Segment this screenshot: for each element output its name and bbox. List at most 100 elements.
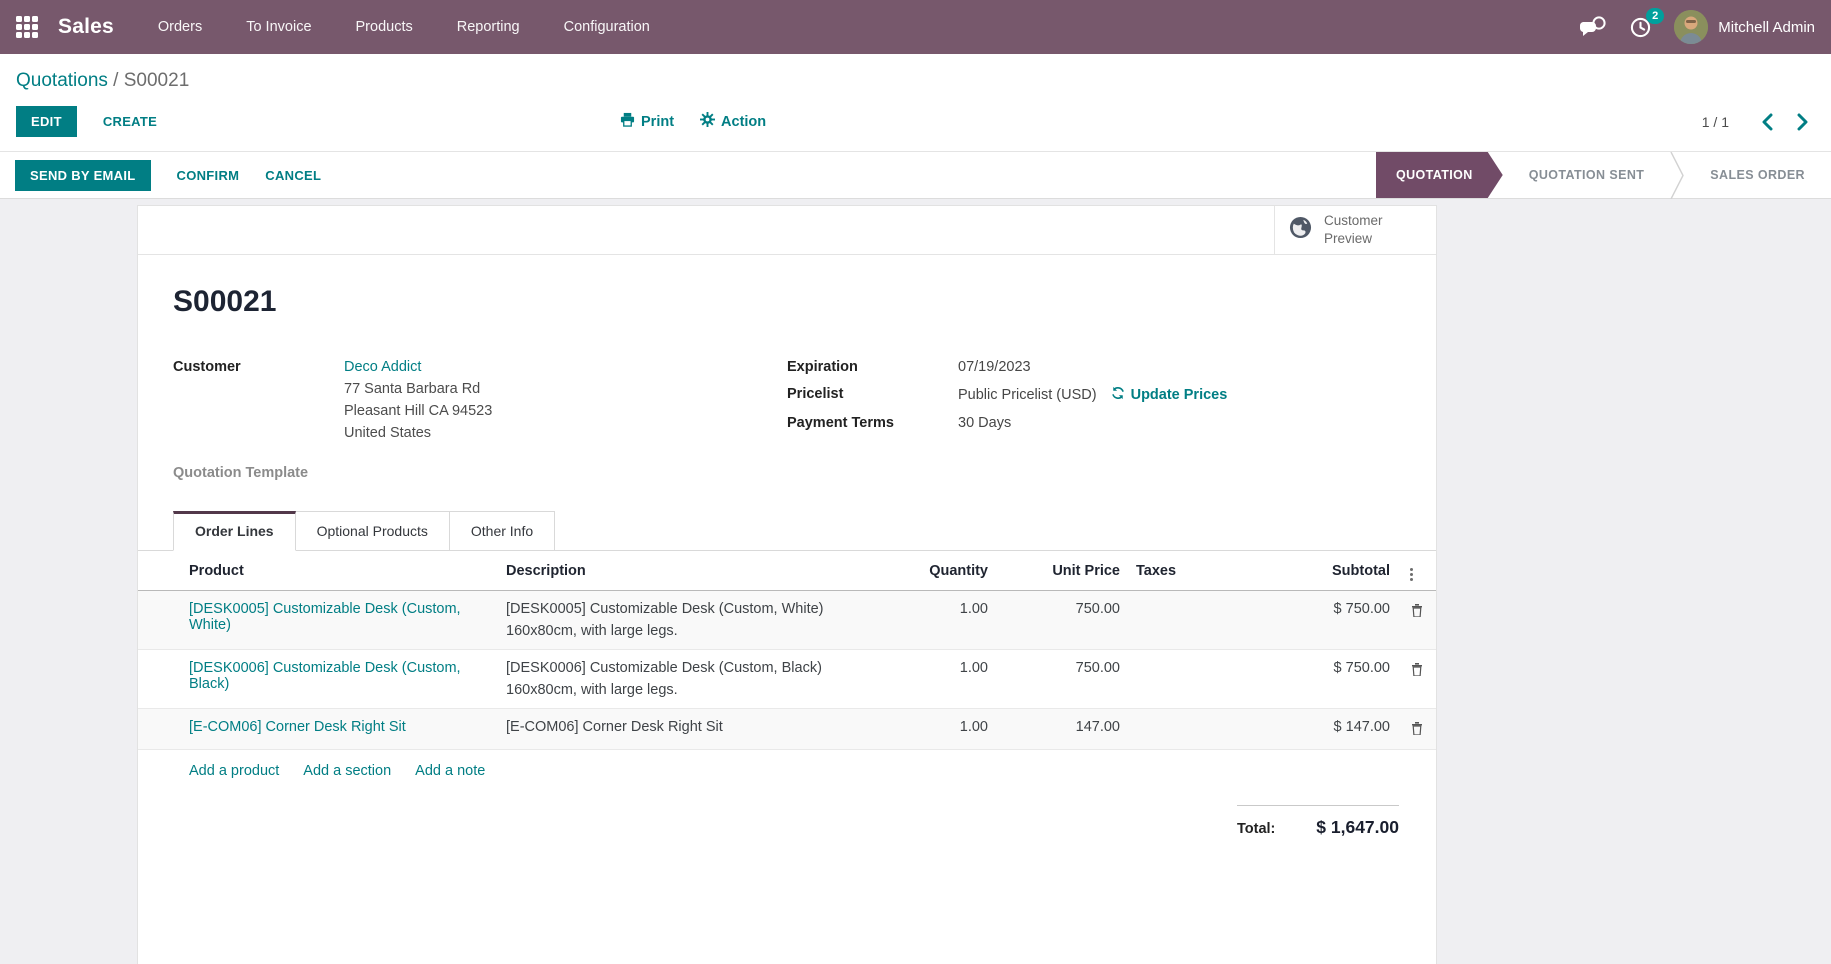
table-header-row: Product Description Quantity Unit Price …	[138, 551, 1436, 591]
payment-terms-label: Payment Terms	[787, 415, 894, 431]
page-title: S00021	[173, 285, 277, 318]
menu-to-invoice[interactable]: To Invoice	[246, 19, 312, 35]
product-link[interactable]: [DESK0005] Customizable Desk (Custom, Wh…	[189, 601, 461, 633]
expiration-value[interactable]: 07/19/2023	[958, 359, 1031, 375]
subtotal-cell: $ 147.00	[1333, 719, 1390, 735]
activities-icon[interactable]: 2	[1629, 7, 1665, 39]
quantity-cell: 1.00	[959, 601, 988, 617]
product-link[interactable]: [E-COM06] Corner Desk Right Sit	[189, 719, 406, 735]
taxes-cell	[1128, 709, 1240, 750]
menu-orders[interactable]: Orders	[157, 19, 203, 35]
customer-preview-button[interactable]: Customer Preview	[1274, 206, 1436, 254]
pager-prev-icon[interactable]	[1761, 113, 1773, 131]
trash-icon[interactable]	[1411, 721, 1423, 739]
menu-reporting[interactable]: Reporting	[456, 19, 520, 35]
menu-products[interactable]: Products	[355, 19, 413, 35]
action-button[interactable]: Action	[700, 112, 766, 131]
quotation-template-label[interactable]: Quotation Template	[173, 465, 309, 481]
form-top-strip: Customer Preview	[138, 206, 1436, 255]
address-line-1: 77 Santa Barbara Rd	[344, 381, 481, 397]
order-lines-table: Product Description Quantity Unit Price …	[138, 551, 1436, 750]
confirm-button[interactable]: CONFIRM	[176, 167, 240, 183]
col-unit-price[interactable]: Unit Price	[996, 551, 1128, 591]
main-menu: Orders To Invoice Products Reporting Con…	[158, 19, 650, 35]
gear-icon	[700, 112, 716, 131]
trash-icon[interactable]	[1411, 662, 1423, 680]
stage-sales-order[interactable]: SALES ORDER	[1710, 168, 1805, 182]
messages-icon[interactable]	[1580, 15, 1607, 39]
quotation-form-card: Customer Preview S00021 Customer Deco Ad…	[137, 205, 1437, 964]
refresh-icon	[1111, 386, 1125, 404]
breadcrumb-quotations-link[interactable]: Quotations	[16, 70, 108, 91]
line-add-links: Add a product Add a section Add a note	[173, 750, 1401, 779]
status-bar: SEND BY EMAIL CONFIRM CANCEL QUOTATION Q…	[0, 151, 1831, 199]
description-line1: [DESK0006] Customizable Desk (Custom, Bl…	[506, 660, 822, 676]
customer-link[interactable]: Deco Addict	[344, 359, 422, 375]
expiration-label: Expiration	[787, 359, 858, 375]
pager: 1 / 1	[1702, 113, 1815, 131]
printer-icon	[620, 112, 635, 131]
menu-configuration[interactable]: Configuration	[563, 19, 650, 35]
subtotal-cell: $ 750.00	[1333, 660, 1390, 676]
print-label: Print	[641, 113, 675, 130]
tab-order-lines[interactable]: Order Lines	[173, 511, 296, 551]
create-button[interactable]: CREATE	[102, 114, 158, 129]
notebook-tabs: Order Lines Optional Products Other Info	[138, 511, 1436, 551]
unit-price-cell: 750.00	[1075, 601, 1120, 617]
customer-label: Customer	[173, 359, 241, 375]
quantity-cell: 1.00	[959, 719, 988, 735]
trash-icon[interactable]	[1411, 603, 1423, 621]
col-quantity[interactable]: Quantity	[904, 551, 996, 591]
table-row[interactable]: [E-COM06] Corner Desk Right Sit [E-COM06…	[138, 708, 1436, 750]
col-options	[1398, 551, 1436, 591]
taxes-cell	[1128, 650, 1240, 709]
pager-count: 1 / 1	[1701, 113, 1729, 130]
user-name: Mitchell Admin	[1718, 18, 1815, 36]
description-line1: [E-COM06] Corner Desk Right Sit	[506, 719, 723, 735]
address-line-3: United States	[344, 425, 432, 441]
subtotal-cell: $ 750.00	[1333, 601, 1390, 617]
update-prices-button[interactable]: Update Prices	[1111, 386, 1228, 404]
col-taxes[interactable]: Taxes	[1128, 551, 1240, 591]
tab-optional-products[interactable]: Optional Products	[295, 511, 450, 550]
pricelist-value[interactable]: Public Pricelist (USD)	[958, 387, 1097, 403]
unit-price-cell: 750.00	[1075, 660, 1120, 676]
add-a-note-link[interactable]: Add a note	[415, 763, 486, 779]
col-subtotal[interactable]: Subtotal	[1240, 551, 1398, 591]
edit-button[interactable]: EDIT	[16, 106, 77, 137]
customer-preview-label: Customer Preview	[1324, 212, 1383, 246]
apps-grid-icon[interactable]	[16, 16, 38, 38]
breadcrumb-separator: /	[107, 70, 124, 91]
activity-count-badge: 2	[1646, 7, 1665, 24]
tab-other-info[interactable]: Other Info	[449, 511, 556, 550]
print-button[interactable]: Print	[620, 112, 674, 131]
total-value: $ 1,647.00	[1316, 817, 1399, 837]
description-line2: 160x80cm, with large legs.	[506, 682, 678, 698]
col-product[interactable]: Product	[138, 551, 498, 591]
table-row[interactable]: [DESK0005] Customizable Desk (Custom, Wh…	[138, 590, 1436, 650]
product-link[interactable]: [DESK0006] Customizable Desk (Custom, Bl…	[189, 660, 461, 692]
stage-separator-icon	[1670, 151, 1685, 199]
breadcrumb-current: S00021	[123, 70, 190, 91]
taxes-cell	[1128, 591, 1240, 650]
unit-price-cell: 147.00	[1075, 719, 1120, 735]
description-line2: 160x80cm, with large legs.	[506, 623, 678, 639]
stage-quotation[interactable]: QUOTATION	[1376, 152, 1503, 198]
stage-quotation-sent[interactable]: QUOTATION SENT	[1528, 168, 1645, 182]
quantity-cell: 1.00	[959, 660, 988, 676]
content-area: Customer Preview S00021 Customer Deco Ad…	[0, 199, 1831, 964]
pager-next-icon[interactable]	[1797, 113, 1809, 131]
app-title[interactable]: Sales	[58, 15, 114, 38]
update-prices-label: Update Prices	[1130, 387, 1228, 403]
table-row[interactable]: [DESK0006] Customizable Desk (Custom, Bl…	[138, 650, 1436, 709]
cancel-button[interactable]: CANCEL	[265, 167, 322, 183]
user-avatar	[1674, 10, 1709, 44]
kebab-icon[interactable]	[1406, 566, 1417, 583]
add-a-section-link[interactable]: Add a section	[303, 763, 392, 779]
send-by-email-button[interactable]: SEND BY EMAIL	[15, 159, 151, 191]
user-menu[interactable]: Mitchell Admin	[1674, 10, 1815, 44]
col-description[interactable]: Description	[498, 551, 904, 591]
payment-terms-value[interactable]: 30 Days	[958, 415, 1012, 431]
add-a-product-link[interactable]: Add a product	[189, 763, 280, 779]
control-panel: Quotations / S00021 EDIT CREATE Print	[0, 54, 1831, 151]
